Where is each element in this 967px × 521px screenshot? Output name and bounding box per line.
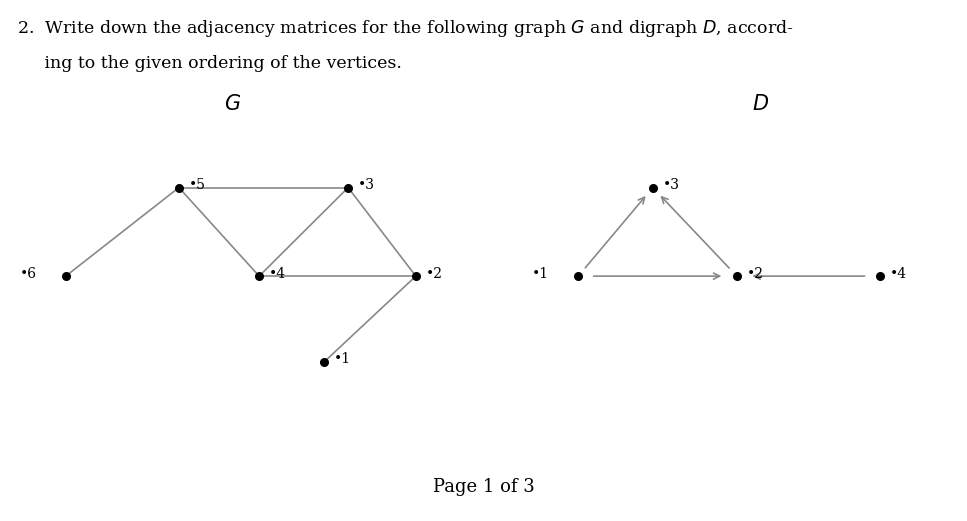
Text: •5: •5 xyxy=(189,178,206,192)
Text: $G$: $G$ xyxy=(223,94,241,114)
Text: •4: •4 xyxy=(269,267,286,280)
Text: •3: •3 xyxy=(662,178,680,192)
Text: •1: •1 xyxy=(334,353,351,366)
Text: •3: •3 xyxy=(358,178,375,192)
Text: •1: •1 xyxy=(532,267,549,280)
Text: •2: •2 xyxy=(425,267,443,280)
Text: •2: •2 xyxy=(747,267,764,280)
Text: ing to the given ordering of the vertices.: ing to the given ordering of the vertice… xyxy=(17,55,402,72)
Text: •4: •4 xyxy=(890,267,907,280)
Text: •6: •6 xyxy=(19,267,37,280)
Text: $D$: $D$ xyxy=(751,94,769,114)
Text: Page 1 of 3: Page 1 of 3 xyxy=(432,478,535,496)
Text: 2.  Write down the adjacency matrices for the following graph $G$ and digraph $D: 2. Write down the adjacency matrices for… xyxy=(17,18,794,39)
